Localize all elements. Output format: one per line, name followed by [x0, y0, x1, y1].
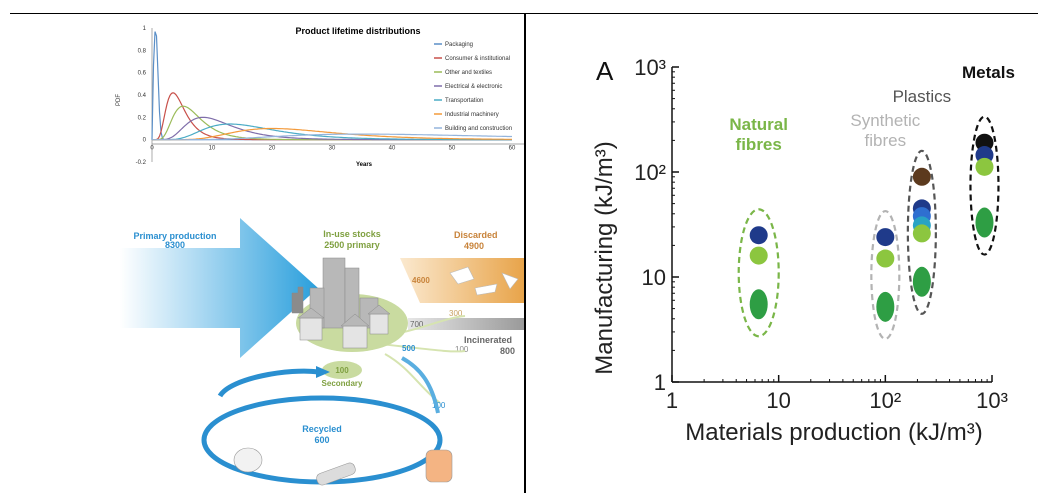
- data-point: [750, 289, 768, 319]
- legend-label: Packaging: [445, 42, 473, 48]
- flow-500: 500: [402, 344, 416, 353]
- lifetime-y-tick: -0.2: [136, 160, 147, 166]
- lifetime-y-tick: 1: [143, 26, 147, 32]
- data-point: [750, 247, 768, 265]
- in-use-stocks-value: 2500 primary: [324, 240, 380, 250]
- secondary-value: 100: [335, 366, 349, 375]
- incineration-flow-band: [408, 318, 524, 330]
- x-tick-label: 10²: [869, 388, 901, 413]
- incinerated-value: 800: [500, 346, 515, 356]
- x-tick-label: 10³: [976, 388, 1008, 413]
- legend-label: Industrial machinery: [445, 112, 499, 118]
- lifetime-y-axis-label: PDF: [116, 94, 122, 106]
- lifetime-x-tick: 60: [509, 146, 516, 152]
- incinerated-label: Incinerated: [464, 335, 512, 345]
- lifetime-y-tick: 0.4: [138, 93, 147, 99]
- data-point: [975, 208, 993, 238]
- discarded-label: Discarded: [454, 230, 498, 240]
- in-use-stocks-label: In-use stocks: [323, 229, 381, 239]
- flow-4600: 4600: [412, 276, 430, 285]
- lifetime-x-tick: 40: [389, 146, 396, 152]
- group-label: fibres: [865, 131, 907, 150]
- primary-production-value: 8300: [165, 240, 185, 250]
- legend-label: Electrical & electronic: [445, 84, 502, 90]
- lifetime-x-tick: 10: [209, 146, 216, 152]
- panel-label: A: [596, 56, 614, 86]
- legend-label: Consumer & institutional: [445, 56, 510, 62]
- data-point: [975, 158, 993, 176]
- y-tick-label: 10³: [634, 55, 666, 80]
- group-label: Natural: [729, 115, 788, 134]
- secondary-label: Secondary: [322, 379, 363, 388]
- y-tick-label: 10: [642, 265, 666, 290]
- legend-label: Other and textiles: [445, 70, 492, 76]
- lifetime-y-tick: 0: [143, 138, 147, 144]
- group-label: Synthetic: [850, 111, 920, 130]
- flow-100a: 100: [455, 345, 469, 354]
- recycling-loop: [220, 371, 318, 396]
- recycled-label: Recycled: [302, 424, 342, 434]
- data-point: [913, 267, 931, 297]
- group-label: Metals: [962, 63, 1015, 82]
- lifetime-y-tick: 0.8: [138, 48, 147, 54]
- plastic-flow-diagram: Primary production 8300 Discarded 4900 4…: [120, 218, 524, 492]
- data-point: [913, 224, 931, 242]
- lifetime-x-tick: 50: [449, 146, 456, 152]
- legend-label: Transportation: [445, 98, 483, 104]
- scatter-y-axis-label: Manufacturing (kJ/m³): [591, 141, 618, 374]
- x-tick-label: 1: [666, 388, 678, 413]
- data-point: [876, 250, 894, 268]
- data-point: [876, 228, 894, 246]
- group-label: Plastics: [893, 87, 952, 106]
- x-tick-label: 10: [766, 388, 790, 413]
- y-tick-label: 10²: [634, 160, 666, 185]
- legend-label: Building and construction: [445, 126, 512, 132]
- lifetime-y-tick: 0.6: [138, 71, 147, 77]
- lifetime-x-tick: 30: [329, 146, 336, 152]
- y-tick-label: 1: [654, 370, 666, 395]
- lifetime-distribution-chart: Product lifetime distributions PDF Years…: [112, 18, 524, 180]
- lifetime-chart-title: Product lifetime distributions: [295, 26, 420, 36]
- data-point: [913, 168, 931, 186]
- scatter-x-axis-label: Materials production (kJ/m³): [685, 419, 982, 446]
- data-point: [750, 226, 768, 244]
- recycled-value: 600: [314, 435, 329, 445]
- group-label: fibres: [736, 135, 782, 154]
- lifetime-x-tick: 20: [269, 146, 276, 152]
- lifetime-x-axis-label: Years: [356, 162, 373, 168]
- discarded-value: 4900: [464, 241, 484, 251]
- energy-scatter-chart: A Manufacturing (kJ/m³) Materials produc…: [560, 40, 1038, 460]
- table-divider: [524, 13, 526, 493]
- lifetime-y-tick: 0.2: [138, 115, 147, 121]
- data-point: [876, 292, 894, 322]
